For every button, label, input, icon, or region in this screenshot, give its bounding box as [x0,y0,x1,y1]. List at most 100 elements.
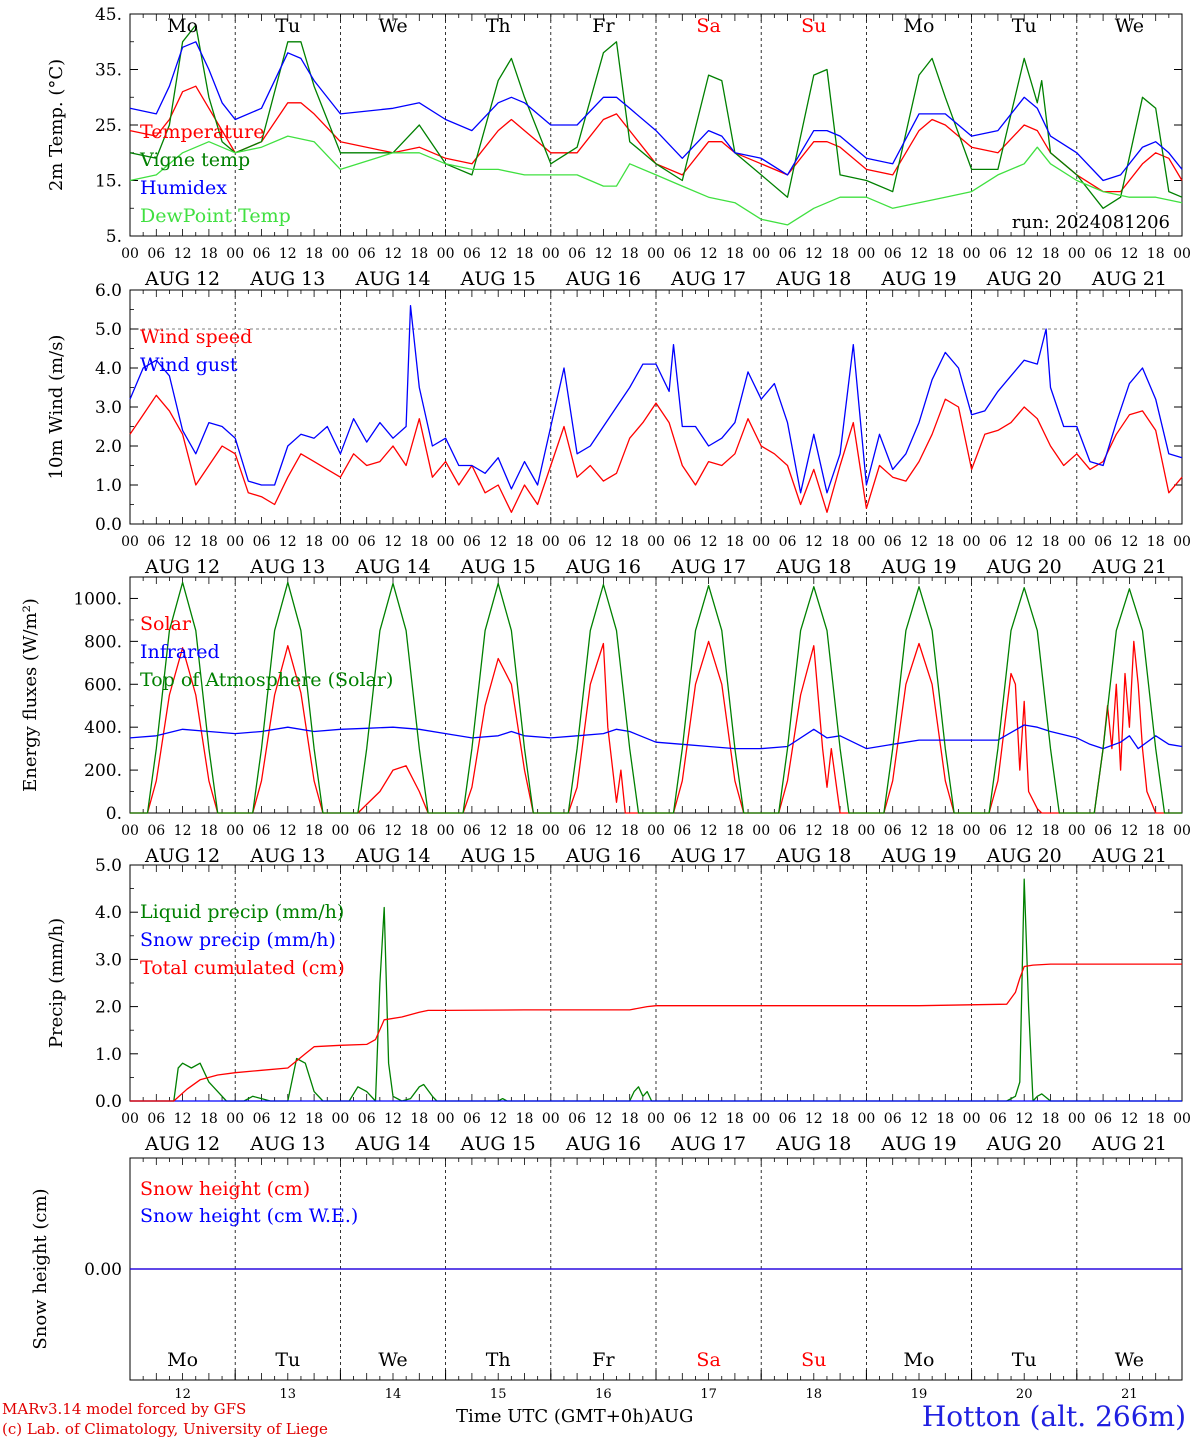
energy-y-tick-label: 200. [84,761,122,781]
energy-y-tick-label: 800. [84,632,122,652]
day-number-label: 17 [700,1387,717,1402]
hour-tick-label: 12 [910,823,928,839]
date-label: AUG 18 [775,556,851,578]
hour-tick-label: 06 [673,1111,691,1127]
date-label: AUG 14 [354,1133,430,1155]
hour-tick-label: 12 [1120,823,1138,839]
hour-tick-label: 00 [752,246,770,262]
hour-tick-label: 12 [1120,1111,1138,1127]
temp-y-tick-label: 25. [95,116,122,136]
wind-legend-entry: Wind speed [140,326,252,348]
date-label: AUG 19 [880,268,956,290]
hour-tick-label: 18 [1147,534,1165,550]
hour-tick-label: 18 [516,823,534,839]
hour-tick-label: 18 [726,246,744,262]
hour-tick-label: 18 [936,534,954,550]
hour-tick-label: 00 [331,1111,349,1127]
hour-tick-label: 12 [1015,246,1033,262]
hour-tick-label: 00 [647,534,665,550]
day-name-label: Mo [167,15,198,37]
hour-tick-label: 12 [384,823,402,839]
hour-tick-label: 12 [805,1111,823,1127]
day-name-label: Th [486,15,511,37]
hour-tick-label: 12 [700,823,718,839]
day-name-label: Tu [1012,1349,1037,1371]
day-name-label: Fr [592,15,615,37]
hour-tick-label: 00 [331,534,349,550]
hour-tick-label: 06 [673,534,691,550]
hour-tick-label: 06 [568,246,586,262]
hour-tick-label: 12 [594,534,612,550]
day-name-label: Tu [275,1349,300,1371]
hour-tick-label: 12 [279,534,297,550]
energy-legend-entry: Infrared [140,641,220,663]
temp-series-vigne-temp [129,24,1183,209]
date-label: AUG 12 [144,556,220,578]
hour-tick-label: 12 [279,1111,297,1127]
temp-y-axis-label: 2m Temp. (°C) [46,59,67,191]
hour-tick-label: 18 [1042,246,1060,262]
day-name-label: We [378,1349,407,1371]
energy-y-axis-label: Energy fluxes (W/m²) [20,598,41,792]
hour-tick-label: 00 [857,246,875,262]
date-label: AUG 16 [565,1133,641,1155]
hour-tick-label: 06 [779,246,797,262]
hour-tick-label: 12 [489,246,507,262]
hour-tick-label: 12 [910,1111,928,1127]
energy-series-infrared [129,724,1183,750]
precip-series-total-cumulated-cm [130,963,1182,1102]
hour-tick-label: 06 [147,823,165,839]
hour-tick-label: 12 [594,1111,612,1127]
hour-tick-label: 00 [857,1111,875,1127]
hour-tick-label: 06 [1094,534,1112,550]
temp-y-tick-label: 45. [95,5,122,25]
hour-tick-label: 12 [700,1111,718,1127]
temp-y-tick-label: 35. [95,61,122,81]
hour-tick-label: 12 [700,246,718,262]
hour-tick-label: 00 [1173,823,1191,839]
precip-y-tick-label: 5.0 [95,856,122,876]
hour-tick-label: 00 [226,823,244,839]
hour-tick-label: 12 [489,534,507,550]
hour-tick-label: 00 [437,1111,455,1127]
hour-tick-label: 00 [1068,534,1086,550]
hour-tick-label: 18 [831,246,849,262]
date-label: AUG 16 [565,556,641,578]
hour-tick-label: 18 [410,823,428,839]
hour-tick-label: 00 [752,823,770,839]
hour-tick-label: 06 [1094,246,1112,262]
date-label: AUG 21 [1091,845,1167,867]
hour-tick-label: 06 [358,534,376,550]
hour-tick-label: 12 [279,246,297,262]
hour-tick-label: 06 [884,534,902,550]
date-label: AUG 21 [1091,1133,1167,1155]
day-number-label: 14 [385,1387,402,1402]
hour-tick-label: 12 [279,823,297,839]
date-label: AUG 14 [354,845,430,867]
hour-tick-label: 18 [516,1111,534,1127]
time-axis-label: Time UTC (GMT+0h)AUG [456,1406,694,1427]
hour-tick-label: 00 [437,534,455,550]
temp-y-tick-label: 5. [106,227,122,247]
day-name-label: Tu [1012,15,1037,37]
day-name-label: Th [486,1349,511,1371]
hour-tick-label: 18 [1042,534,1060,550]
wind-y-tick-label: 1.0 [95,476,122,496]
hour-tick-label: 18 [1147,246,1165,262]
hour-tick-label: 00 [121,823,139,839]
hour-tick-label: 06 [253,246,271,262]
date-label: AUG 13 [249,268,325,290]
hour-tick-label: 18 [200,1111,218,1127]
wind-y-tick-label: 6.0 [95,281,122,301]
hour-tick-label: 06 [1094,823,1112,839]
hour-tick-label: 06 [1094,1111,1112,1127]
hour-tick-label: 06 [147,1111,165,1127]
hour-tick-label: 18 [831,534,849,550]
day-name-label: Su [801,1349,826,1371]
hour-tick-label: 18 [621,1111,639,1127]
date-label: AUG 19 [880,845,956,867]
energy-legend-entry: Solar [140,613,192,635]
hour-tick-label: 00 [963,246,981,262]
hour-tick-label: 00 [121,1111,139,1127]
hour-tick-label: 00 [1068,246,1086,262]
